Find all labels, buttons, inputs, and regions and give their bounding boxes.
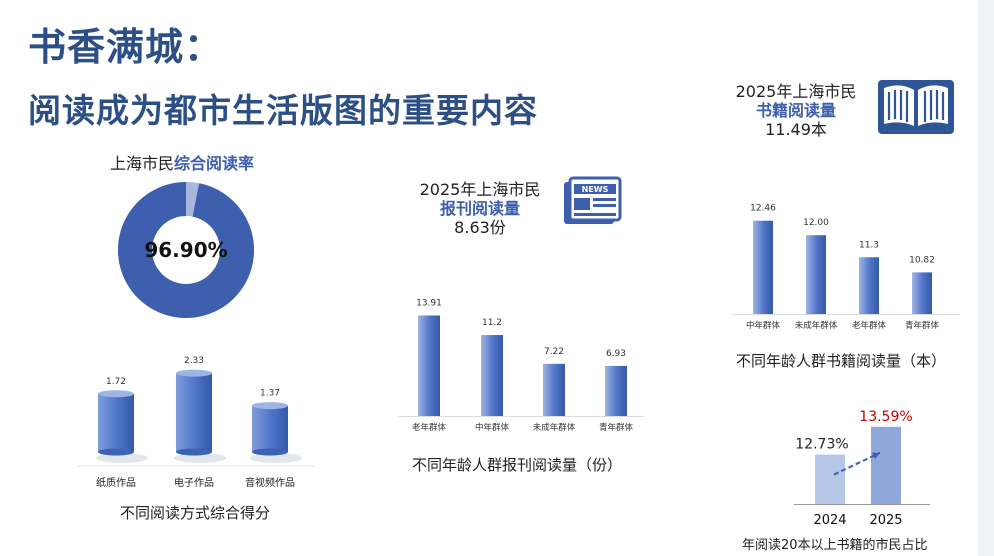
methods-category-label: 电子作品 (174, 476, 214, 489)
books-category-label: 未成年群体 (795, 320, 838, 331)
books-value-label: 10.82 (909, 255, 935, 265)
books-category-label: 中年群体 (746, 320, 781, 331)
newspapers-bar (418, 315, 440, 416)
page-subtitle: 阅读成为都市生活版图的重要内容 (28, 91, 538, 130)
books-category-label: 老年群体 (852, 320, 887, 331)
svg-text:NEWS: NEWS (582, 185, 609, 194)
methods-category-label: 音视频作品 (245, 476, 295, 489)
methods-bar (250, 402, 302, 463)
newspapers-bar (543, 363, 565, 416)
methods-value-label: 1.37 (260, 389, 280, 399)
newspapers-category-label: 老年群体 (412, 422, 447, 433)
books-value-label: 11.3 (859, 240, 879, 250)
books-bar (753, 220, 773, 314)
reading-rate-label: 上海市民综合阅读率 (110, 150, 254, 174)
books-category-label: 青年群体 (905, 320, 940, 331)
newspapers-category-label: 中年群体 (475, 422, 510, 433)
methods-chart-title: 不同阅读方式综合得分 (120, 504, 271, 522)
reading-rate-label-highlight: 综合阅读率 (174, 154, 255, 173)
methods-value-label: 1.72 (106, 377, 126, 387)
books-value-label: 12.00 (803, 218, 829, 228)
newspapers-chart: 13.91 老年群体 11.2 中年群体 7.22 未成年群体 6.93 青年群体 (398, 298, 644, 433)
book-stat-highlight: 书籍阅读量 (755, 101, 836, 120)
over20-value-label: 13.59% (859, 409, 912, 425)
newspaper-stat-line1: 2025年上海市民 (419, 180, 541, 199)
newspapers-bar (481, 335, 503, 416)
over20-bar (871, 426, 901, 504)
over20-bar (815, 454, 845, 504)
methods-value-label: 2.33 (184, 356, 204, 366)
book-stat-line1: 2025年上海市民 (735, 82, 857, 101)
books-bar (806, 235, 826, 314)
trend-arrow (833, 451, 881, 476)
newspapers-value-label: 13.91 (416, 298, 442, 308)
books-chart-title: 不同年龄人群书籍阅读量（本） (736, 352, 947, 370)
newspaper-stat-highlight: 报刊阅读量 (439, 199, 520, 218)
donut-value-arc (118, 182, 254, 318)
newspapers-bar (605, 365, 627, 416)
over20-category-label: 2024 (813, 513, 846, 528)
over20-value-label: 12.73% (795, 437, 848, 453)
books-value-label: 12.46 (750, 204, 776, 214)
newspapers-value-label: 11.2 (482, 318, 502, 328)
newspapers-category-label: 青年群体 (599, 422, 634, 433)
books-chart: 12.46 中年群体 12.00 未成年群体 11.3 老年群体 10.82 青年群体 (732, 204, 960, 331)
over20-category-label: 2025 (869, 513, 902, 528)
reading-rate-donut: 96.90% (118, 182, 254, 318)
books-bar (859, 257, 879, 314)
right-edge-strip (978, 0, 994, 556)
methods-chart: 1.72 纸质作品 2.33 电子作品 1.37 音视频作品 (78, 356, 314, 489)
reading-rate-label-prefix: 上海市民 (110, 154, 175, 173)
over20-chart: 12.73% 2024 13.59% 2025 (794, 409, 930, 528)
over20-chart-title: 年阅读20本以上书籍的市民占比 (742, 538, 928, 553)
methods-bar (174, 369, 226, 463)
newspaper-icon: NEWS (564, 176, 622, 224)
books-bar (912, 272, 932, 314)
newspapers-value-label: 7.22 (544, 347, 564, 357)
open-book-icon (878, 80, 954, 134)
book-stat-value: 11.49本 (765, 120, 827, 139)
newspaper-stat-value: 8.63份 (454, 218, 506, 237)
newspapers-chart-title: 不同年龄人群报刊阅读量（份） (412, 456, 623, 474)
newspaper-stat: 2025年上海市民 报刊阅读量 8.63份 (410, 180, 550, 237)
trend-arrowhead (872, 452, 880, 460)
newspapers-value-label: 6.93 (606, 349, 626, 359)
book-stat: 2025年上海市民 书籍阅读量 11.49本 (726, 82, 866, 139)
methods-category-label: 纸质作品 (96, 476, 136, 489)
methods-bar (96, 390, 148, 463)
reading-rate-value: 96.90% (144, 238, 227, 262)
page-title: 书香满城： (28, 25, 224, 69)
newspapers-category-label: 未成年群体 (533, 422, 576, 433)
